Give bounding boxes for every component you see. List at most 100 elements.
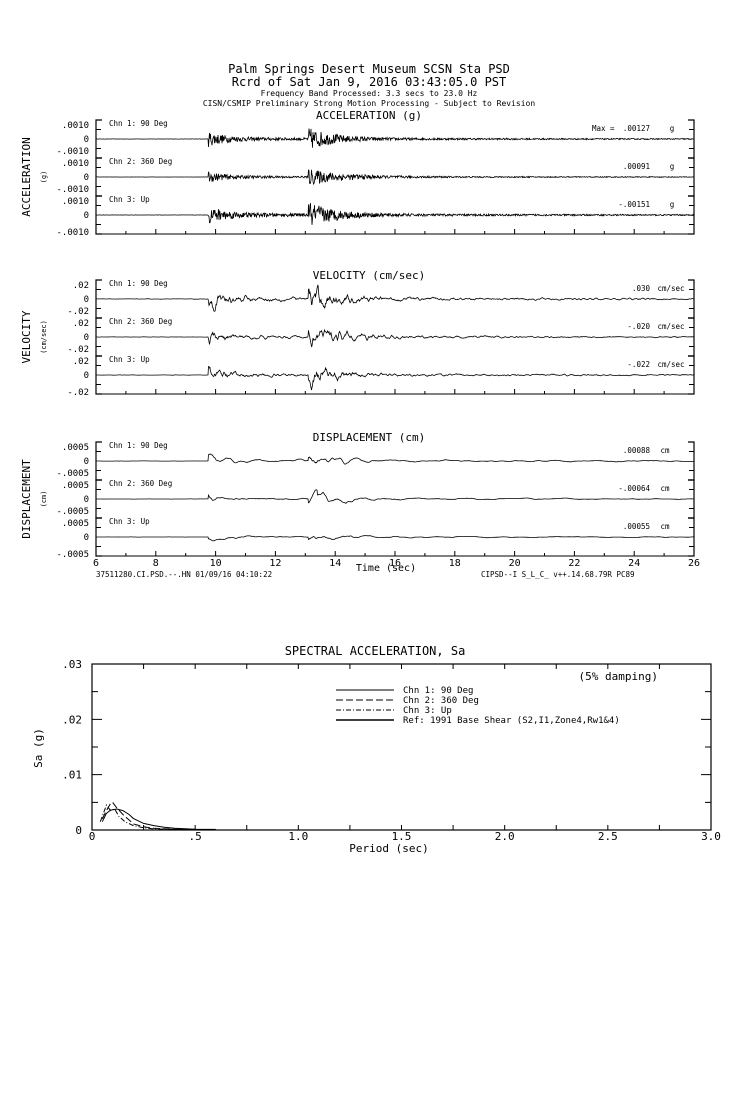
x-tick-label: 3.0: [701, 830, 721, 843]
peak-value: .030: [632, 284, 651, 293]
y-tick-label: -.02: [67, 307, 89, 317]
x-tick-label: 1.0: [288, 830, 308, 843]
x-tick-label: 14: [329, 558, 341, 569]
y-tick-label: .0010: [62, 121, 89, 131]
spectral-title: SPECTRAL ACCELERATION, Sa: [285, 644, 466, 658]
y-tick-marks: [96, 205, 694, 225]
y-tick-label: -.02: [67, 345, 89, 355]
y-tick-label: .02: [73, 357, 89, 367]
y-tick-label: 0: [84, 135, 89, 145]
y-tick-label: 0: [84, 371, 89, 381]
y-tick-label: -.0005: [56, 469, 89, 479]
y-tick-marks: [96, 129, 694, 149]
y-tick-label: 0: [75, 824, 82, 837]
station-title: Palm Springs Desert Museum SCSN Sta PSD: [228, 62, 510, 76]
y-tick-label: 0: [84, 495, 89, 505]
y-tick-marks: [96, 451, 694, 471]
channel-trace: Chn 3: Up .0005 0 -.0005 .00055 cm: [56, 517, 695, 560]
y-tick-label: 0: [84, 295, 89, 305]
legend-label: Chn 1: 90 Deg: [403, 686, 473, 696]
peak-value: -.00151: [618, 200, 650, 209]
y-tick-label: .0010: [62, 197, 89, 207]
panel-title: VELOCITY (cm/sec): [313, 269, 426, 282]
peak-value: .00055: [623, 522, 650, 531]
channel-label: Chn 2: 360 Deg: [109, 479, 172, 488]
y-axis-label: DISPLACEMENT: [20, 459, 33, 539]
peak-unit: cm: [660, 522, 670, 531]
y-tick-label: -.0005: [56, 550, 89, 560]
peak-unit: cm: [660, 446, 670, 455]
peak-value: .00091: [623, 162, 650, 171]
x-tick-label: 22: [568, 558, 580, 569]
channel-label: Chn 1: 90 Deg: [109, 441, 168, 450]
time-axis-ticks: [95, 551, 695, 557]
y-tick-marks: [96, 527, 694, 547]
y-tick-label: -.0010: [56, 228, 89, 238]
x-tick-label: 20: [509, 558, 521, 569]
channel-trace: Chn 2: 360 Deg .0010 0 -.0010 .00091 g: [56, 157, 695, 197]
y-axis-unit: (cm/sec): [40, 320, 48, 354]
channel-label: Chn 1: 90 Deg: [109, 279, 168, 288]
y-tick-label: .0005: [62, 519, 89, 529]
waveform-line: [95, 284, 695, 312]
x-tick-label: 12: [269, 558, 281, 569]
legend-label: Chn 2: 360 Deg: [403, 696, 479, 706]
y-tick-label: .0010: [62, 159, 89, 169]
channel-trace: Chn 1: 90 Deg .0005 0 -.0005 .00088 cm: [56, 441, 695, 481]
x-tick-label: 26: [688, 558, 700, 569]
waveform-line: [96, 328, 695, 348]
peak-unit: g: [670, 200, 675, 209]
x-tick-label: 24: [628, 558, 640, 569]
panel-displacement: DISPLACEMENT (cm) DISPLACEMENT (cm) Chn 1: …: [20, 431, 700, 574]
waveform-line: [96, 535, 694, 542]
y-tick-label: 0: [84, 533, 89, 543]
time-axis-ticks: [95, 389, 695, 395]
time-axis-ticks: [95, 229, 695, 235]
y-tick-label: -.0005: [56, 507, 89, 517]
y-tick-label: 0: [84, 457, 89, 467]
peak-unit: g: [670, 124, 675, 133]
y-tick-marks: [96, 365, 694, 385]
peak-unit: cm/sec: [657, 284, 684, 293]
x-tick-label: 10: [210, 558, 222, 569]
panel-acceleration: ACCELERATION (g) ACCELERATION (g) Chn 1: 90…: [20, 109, 695, 238]
y-axis-label: Sa (g): [32, 728, 45, 768]
y-axis-label: VELOCITY: [20, 310, 33, 363]
y-tick-label: 0: [84, 211, 89, 221]
y-tick-label: .0005: [62, 481, 89, 491]
spectral-series-line: [101, 808, 216, 830]
frequency-band: Frequency Band Processed: 3.3 secs to 23…: [261, 89, 478, 98]
panel-velocity: VELOCITY (cm/sec) VELOCITY (cm/sec) Chn 1: …: [20, 269, 695, 398]
x-tick-label: .5: [189, 830, 202, 843]
x-tick-label: 0: [89, 830, 96, 843]
axis-ticks: [91, 663, 712, 831]
channel-label: Chn 2: 360 Deg: [109, 157, 172, 166]
x-axis-label: Period (sec): [349, 842, 428, 855]
y-tick-label: -.0010: [56, 147, 89, 157]
y-tick-label: .01: [62, 769, 82, 782]
x-tick-label: 2.0: [495, 830, 515, 843]
channel-trace: Chn 1: 90 Deg .02 0 -.02 .030 cm/sec: [67, 279, 695, 319]
max-prefix: Max =: [592, 124, 615, 133]
peak-value: .00088: [623, 446, 651, 455]
channel-trace: Chn 3: Up .0010 0 -.0010 -.00151 g: [56, 195, 695, 238]
y-tick-marks: [96, 489, 694, 509]
plot-frame: [91, 663, 712, 831]
y-axis-unit: (g): [40, 171, 48, 184]
legend-label: Chn 3: Up: [403, 706, 452, 716]
record-time: Rcrd of Sat Jan 9, 2016 03:43:05.0 PST: [232, 75, 507, 89]
footer-left: 37511280.CI.PSD.--.HN 01/09/16 04:10:22: [96, 570, 272, 579]
spectral-series-line: [101, 801, 196, 830]
peak-value: -.022: [627, 360, 650, 369]
channel-label: Chn 2: 360 Deg: [109, 317, 172, 326]
peak-value: -.00064: [618, 484, 650, 493]
peak-unit: cm/sec: [657, 360, 684, 369]
x-tick-label: 2.5: [598, 830, 618, 843]
channel-label: Chn 3: Up: [109, 355, 150, 364]
waveform-line: [95, 128, 694, 148]
legend-label: Ref: 1991 Base Shear (S2,I1,Zone4,Rw1&4): [403, 716, 620, 726]
y-tick-marks: [96, 289, 694, 309]
y-tick-label: .03: [62, 658, 82, 671]
y-tick-label: .0005: [62, 443, 89, 453]
x-tick-label: 16: [389, 558, 401, 569]
